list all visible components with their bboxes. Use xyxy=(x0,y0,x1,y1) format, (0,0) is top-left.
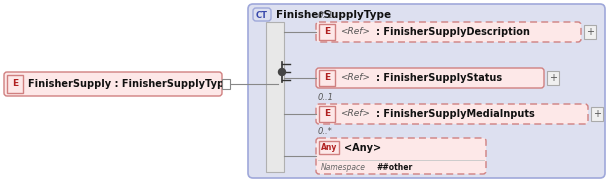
Text: E: E xyxy=(324,110,330,118)
Text: 0..1: 0..1 xyxy=(318,93,334,102)
Text: E: E xyxy=(324,27,330,37)
Bar xyxy=(7,75,23,93)
Text: FinisherSupply : FinisherSupplyType: FinisherSupply : FinisherSupplyType xyxy=(28,79,231,89)
Circle shape xyxy=(279,68,285,76)
Text: <Ref>: <Ref> xyxy=(340,74,370,82)
Text: +: + xyxy=(586,27,594,37)
Bar xyxy=(591,107,603,121)
Text: <Ref>: <Ref> xyxy=(340,110,370,118)
Bar xyxy=(319,106,335,122)
Bar xyxy=(319,24,335,40)
FancyBboxPatch shape xyxy=(248,4,605,178)
Text: : FinisherSupplyStatus: : FinisherSupplyStatus xyxy=(376,73,502,83)
Text: E: E xyxy=(324,74,330,82)
Bar xyxy=(584,25,596,39)
Text: ##other: ##other xyxy=(376,163,412,171)
Text: : FinisherSupplyMediaInputs: : FinisherSupplyMediaInputs xyxy=(376,109,535,119)
FancyBboxPatch shape xyxy=(4,72,222,96)
Text: Namespace: Namespace xyxy=(321,163,366,171)
Text: Any: Any xyxy=(321,143,337,153)
Text: : FinisherSupplyDescription: : FinisherSupplyDescription xyxy=(376,27,530,37)
Text: CT: CT xyxy=(256,11,268,19)
Text: 0..*: 0..* xyxy=(318,127,333,136)
Bar xyxy=(222,79,230,89)
Text: <Any>: <Any> xyxy=(344,143,381,153)
FancyBboxPatch shape xyxy=(316,68,544,88)
FancyBboxPatch shape xyxy=(253,8,271,21)
Bar xyxy=(319,141,339,154)
Text: <Ref>: <Ref> xyxy=(340,27,370,37)
Bar xyxy=(319,70,335,86)
Bar xyxy=(266,22,284,172)
Bar xyxy=(547,71,559,85)
Text: 0..1: 0..1 xyxy=(318,11,334,20)
Text: +: + xyxy=(549,73,557,83)
FancyBboxPatch shape xyxy=(316,104,588,124)
Text: E: E xyxy=(12,80,18,88)
FancyBboxPatch shape xyxy=(316,138,486,174)
Text: +: + xyxy=(593,109,601,119)
Text: FinisherSupplyType: FinisherSupplyType xyxy=(276,10,391,20)
FancyBboxPatch shape xyxy=(316,22,581,42)
